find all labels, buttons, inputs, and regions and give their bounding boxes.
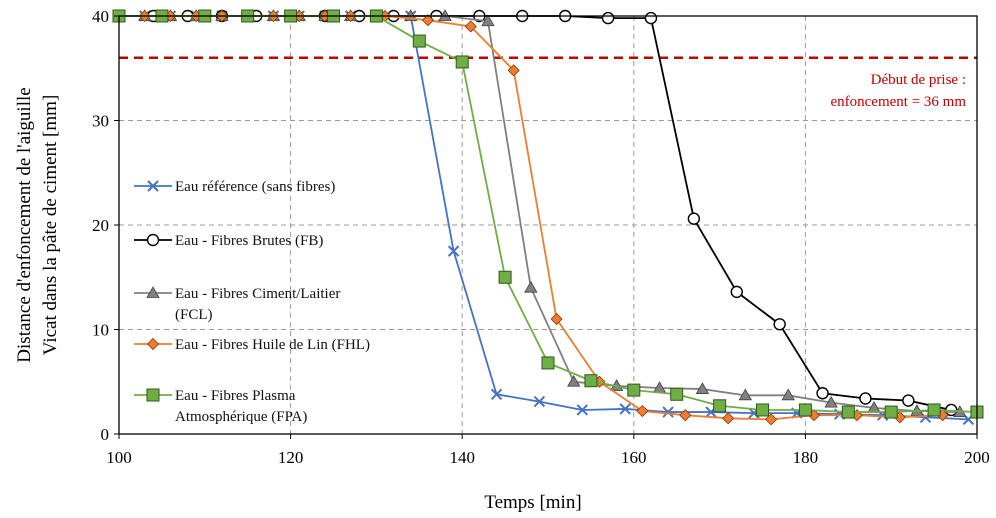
data-point — [550, 312, 563, 326]
legend-label: Eau - Fibres Brutes (FB) — [175, 233, 323, 249]
x-tick-label: 180 — [793, 448, 819, 467]
data-point — [464, 20, 477, 33]
legend-label: Eau - Fibres Ciment/Laitier — [175, 286, 340, 302]
data-point — [455, 55, 469, 69]
data-point — [541, 356, 555, 370]
legend-marker — [146, 286, 160, 298]
series-5 — [112, 9, 984, 419]
data-point — [730, 285, 743, 299]
x-tick-label: 200 — [964, 448, 990, 467]
data-point — [713, 399, 727, 413]
data-point — [765, 413, 778, 426]
legend-entry-1: Eau référence (sans fibres) — [134, 179, 335, 195]
series-4 — [112, 9, 949, 426]
y-tick-label: 0 — [101, 425, 110, 444]
data-point — [412, 34, 426, 48]
legend-marker — [146, 233, 160, 247]
data-point — [644, 11, 658, 25]
legend-label: Eau - Fibres Huile de Lin (FHL) — [175, 337, 370, 353]
data-point — [902, 394, 915, 407]
data-point — [507, 64, 520, 77]
x-tick-label: 160 — [621, 448, 647, 467]
data-point — [687, 212, 701, 225]
data-point — [619, 403, 631, 415]
grid-lines — [119, 16, 977, 434]
series-3 — [112, 9, 967, 417]
data-point — [584, 374, 598, 388]
data-point — [927, 403, 941, 417]
data-point — [781, 388, 795, 401]
data-point — [670, 387, 684, 401]
data-point — [695, 382, 710, 394]
data-point — [722, 412, 735, 425]
axis-ticks: 100 120 140 160 180 200 0 10 20 30 40 — [92, 7, 990, 467]
x-tick-label: 100 — [106, 448, 132, 467]
y-axis-title-line1: Distance d'enfoncement de l'aiguille — [14, 87, 35, 362]
legend-entry-2: Eau - Fibres Brutes (FB) — [134, 233, 323, 249]
data-point — [756, 403, 769, 417]
series-2 — [112, 9, 958, 417]
data-point — [627, 383, 641, 397]
series-line — [119, 15, 943, 421]
series-group — [112, 9, 984, 426]
legend-label: Eau référence (sans fibres) — [175, 179, 335, 195]
data-point — [816, 387, 829, 400]
data-point — [567, 374, 581, 387]
data-point — [447, 245, 460, 257]
x-axis-title: Temps [min] — [484, 492, 581, 513]
y-tick-label: 20 — [92, 216, 109, 235]
data-point — [679, 409, 692, 422]
legend-label-continued: Atmosphérique (FPA) — [175, 409, 307, 425]
data-point — [798, 403, 812, 417]
data-point — [738, 388, 753, 401]
data-point — [773, 318, 786, 331]
data-point — [533, 395, 546, 408]
data-point — [859, 392, 872, 405]
legend-marker — [146, 337, 160, 351]
y-axis-title-line2: Vicat dans la pâte de ciment [mm] — [40, 95, 61, 356]
data-point — [841, 405, 855, 419]
legend-marker — [146, 388, 160, 402]
legend-entry-5: Eau - Fibres Plasma Atmosphérique (FPA) — [134, 388, 307, 425]
data-point — [438, 9, 452, 21]
data-point — [498, 270, 512, 284]
legend-entry-4: Eau - Fibres Huile de Lin (FHL) — [134, 337, 370, 353]
legend-entry-3: Eau - Fibres Ciment/Laitier (FCL) — [134, 286, 340, 323]
legend-marker — [147, 180, 159, 192]
legend-label: Eau - Fibres Plasma — [175, 388, 296, 404]
y-tick-label: 10 — [92, 321, 109, 340]
data-point — [662, 406, 674, 418]
data-point — [524, 280, 538, 293]
threshold-label-line1: Début de prise : — [871, 72, 966, 88]
data-point — [824, 395, 838, 408]
data-point — [636, 404, 649, 418]
x-tick-label: 140 — [449, 448, 475, 467]
x-tick-label: 120 — [278, 448, 304, 467]
legend-label-continued: (FCL) — [175, 307, 213, 323]
data-point — [601, 11, 615, 25]
data-point — [490, 388, 503, 400]
y-tick-label: 30 — [92, 112, 109, 131]
data-point — [576, 404, 589, 416]
threshold-label-line2: enfoncement = 36 mm — [830, 94, 966, 110]
data-point — [421, 14, 434, 27]
data-point — [884, 405, 898, 419]
data-point — [481, 14, 495, 27]
y-tick-label: 40 — [92, 7, 109, 26]
legend: Eau référence (sans fibres) Eau - Fibres … — [134, 179, 370, 425]
